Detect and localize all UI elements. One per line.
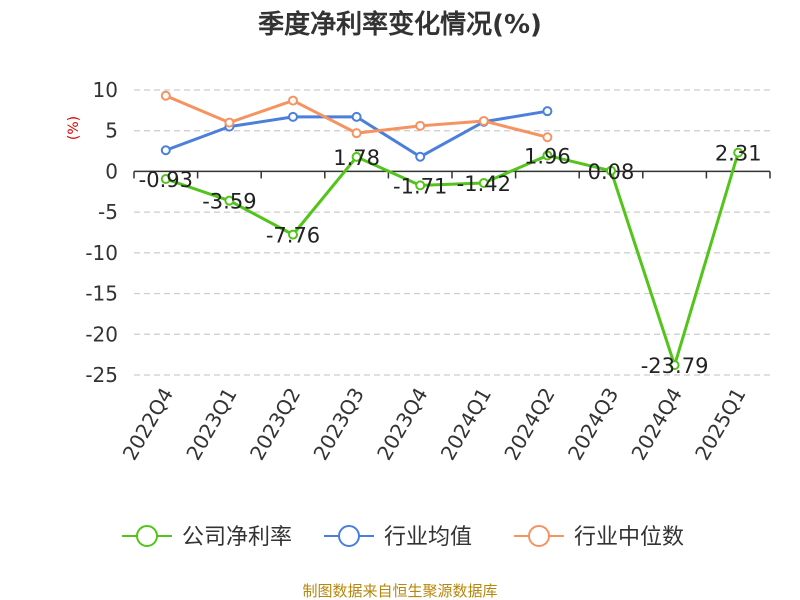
x-tick-label: 2024Q2: [499, 384, 559, 465]
x-tick-label: 2023Q4: [372, 384, 432, 465]
data-label: 0.08: [588, 160, 635, 184]
data-point[interactable]: [351, 151, 362, 162]
data-labels: -0.93 -3.59 -7.76 1.78 -1.71 -1.42 1.96 0.08 -23…: [139, 142, 762, 379]
data-label: -3.59: [202, 190, 256, 214]
x-tick-label: 2022Q4: [118, 384, 178, 465]
data-label: 2.31: [715, 142, 762, 166]
data-label: 1.78: [333, 146, 380, 170]
legend-marker: [136, 525, 158, 547]
legend-label: 行业均值: [384, 525, 472, 550]
data-point[interactable]: [351, 128, 362, 139]
data-point[interactable]: [351, 111, 362, 122]
legend-label: 公司净利率: [182, 525, 292, 550]
data-point[interactable]: [542, 106, 553, 117]
data-point[interactable]: [224, 117, 235, 128]
y-tick-label: -25: [85, 363, 118, 387]
data-point[interactable]: [415, 180, 426, 191]
data-label: -0.93: [139, 168, 193, 192]
data-label: -1.71: [393, 174, 447, 198]
data-point[interactable]: [160, 90, 171, 101]
x-tick-label: 2023Q2: [245, 384, 305, 465]
y-axis-label: (%): [66, 116, 82, 140]
x-tick-label: 2024Q3: [563, 384, 623, 465]
y-tick-label: 0: [105, 159, 118, 183]
x-tick-label: 2023Q3: [308, 384, 368, 465]
data-point[interactable]: [542, 150, 553, 161]
y-tick-label: -10: [85, 241, 118, 265]
data-label: -1.42: [457, 172, 511, 196]
data-point[interactable]: [478, 115, 489, 126]
data-point[interactable]: [733, 147, 744, 158]
data-point[interactable]: [288, 111, 298, 122]
series-line-0: [165, 152, 740, 367]
x-tick-label: 2024Q1: [436, 384, 496, 465]
data-point[interactable]: [606, 165, 616, 176]
data-point[interactable]: [160, 174, 171, 185]
grid: [134, 89, 770, 376]
data-point[interactable]: [415, 120, 426, 131]
y-tick-label: -15: [85, 282, 118, 306]
data-point[interactable]: [669, 360, 680, 371]
y-tick-label: 5: [105, 119, 118, 143]
x-tick-label: 2025Q1: [690, 384, 750, 465]
legend-marker: [528, 525, 550, 547]
y-tick-label: 10: [93, 78, 118, 102]
legend-item[interactable]: 行业中位数: [514, 525, 684, 550]
data-point[interactable]: [288, 95, 298, 106]
data-point[interactable]: [542, 132, 553, 143]
data-label: -23.79: [641, 354, 709, 378]
legend[interactable]: 公司净利率 行业均值 行业中位数: [122, 525, 684, 550]
legend-marker: [338, 525, 360, 547]
y-tick-label: -5: [98, 200, 118, 224]
data-point[interactable]: [288, 229, 298, 240]
data-label: -7.76: [266, 224, 320, 248]
legend-label: 行业中位数: [574, 525, 684, 550]
data-point[interactable]: [478, 177, 489, 188]
data-point[interactable]: [415, 151, 426, 162]
x-tick-label: 2024Q4: [626, 384, 686, 465]
data-point[interactable]: [224, 195, 235, 206]
source-footer: 制图数据来自恒生聚源数据库: [302, 582, 497, 600]
data-label: 1.96: [524, 144, 571, 168]
data-point[interactable]: [160, 145, 171, 156]
legend-item[interactable]: 行业均值: [324, 525, 472, 550]
chart-title: 季度净利率变化情况(%): [258, 9, 542, 40]
legend-item[interactable]: 公司净利率: [122, 525, 292, 550]
y-tick-label: -20: [85, 322, 118, 346]
x-tick-label: 2023Q1: [181, 384, 241, 465]
series-area: [160, 90, 744, 371]
